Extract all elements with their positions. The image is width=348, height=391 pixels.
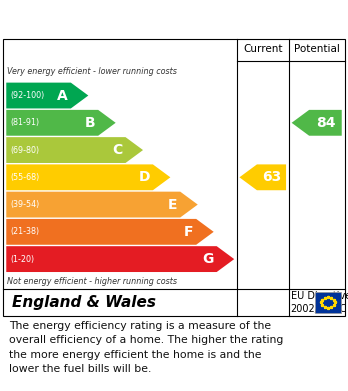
Text: Not energy efficient - higher running costs: Not energy efficient - higher running co… — [7, 277, 177, 286]
Text: (81-91): (81-91) — [10, 118, 40, 127]
Text: EU Directive
2002/91/EC: EU Directive 2002/91/EC — [291, 291, 348, 314]
Polygon shape — [6, 192, 198, 217]
Polygon shape — [6, 246, 234, 272]
Text: (69-80): (69-80) — [10, 145, 40, 154]
Text: D: D — [139, 170, 150, 184]
Text: G: G — [203, 252, 214, 266]
Text: Very energy efficient - lower running costs: Very energy efficient - lower running co… — [7, 67, 177, 76]
Polygon shape — [6, 110, 116, 136]
Text: A: A — [57, 88, 68, 102]
Text: (1-20): (1-20) — [10, 255, 34, 264]
Text: (39-54): (39-54) — [10, 200, 40, 209]
Text: (92-100): (92-100) — [10, 91, 45, 100]
Text: C: C — [112, 143, 123, 157]
Text: Energy Efficiency Rating: Energy Efficiency Rating — [9, 9, 249, 27]
Text: E: E — [168, 197, 177, 212]
Text: (55-68): (55-68) — [10, 173, 40, 182]
Polygon shape — [6, 164, 171, 190]
Text: F: F — [184, 225, 193, 239]
Text: (21-38): (21-38) — [10, 227, 40, 236]
Polygon shape — [239, 164, 286, 190]
Text: Current: Current — [243, 44, 283, 54]
Polygon shape — [6, 219, 214, 245]
Text: Potential: Potential — [294, 44, 340, 54]
Polygon shape — [6, 83, 88, 108]
Text: 63: 63 — [262, 170, 281, 184]
Polygon shape — [292, 110, 342, 136]
Text: 84: 84 — [316, 116, 335, 130]
Polygon shape — [6, 137, 143, 163]
Text: England & Wales: England & Wales — [12, 295, 156, 310]
Bar — [315, 292, 341, 313]
Text: B: B — [85, 116, 95, 130]
Text: The energy efficiency rating is a measure of the
overall efficiency of a home. T: The energy efficiency rating is a measur… — [9, 321, 283, 374]
